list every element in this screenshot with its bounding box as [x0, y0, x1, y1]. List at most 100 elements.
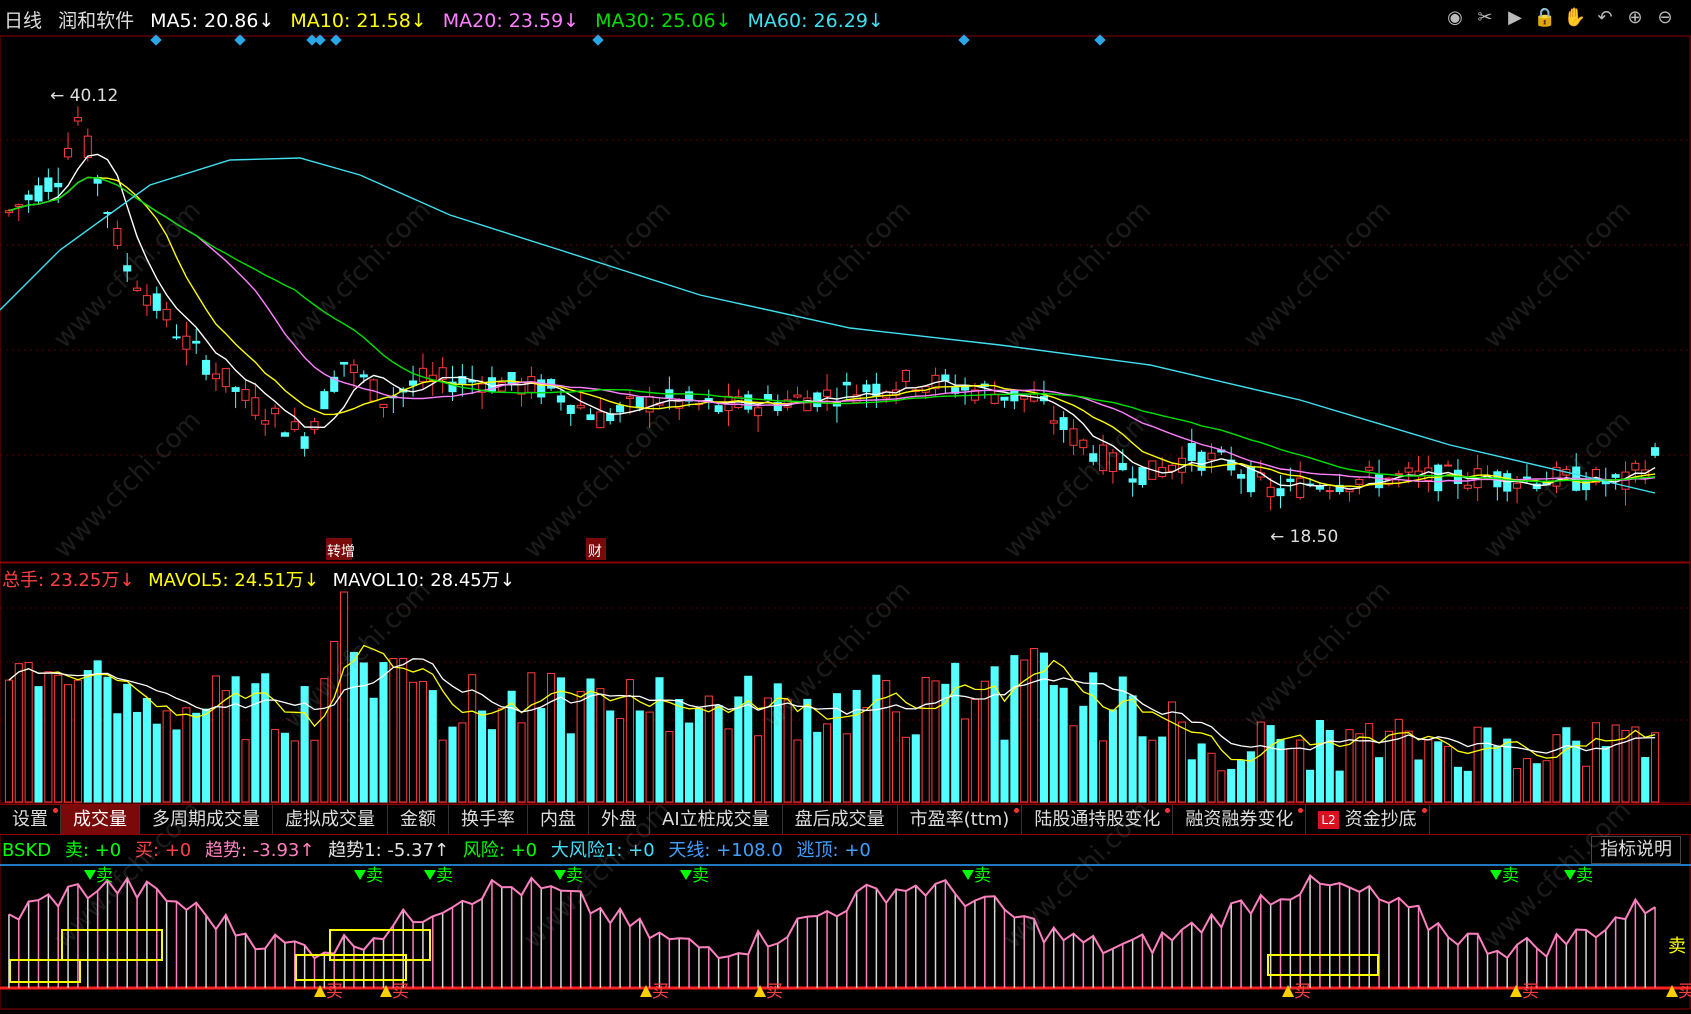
volume-bar: [1621, 730, 1630, 803]
volume-bar: [1522, 758, 1531, 803]
undo-icon[interactable]: ↶: [1597, 7, 1613, 28]
candle-body: [1552, 466, 1561, 487]
zoom-in-icon[interactable]: ⊕: [1627, 7, 1643, 28]
candle-body: [1276, 488, 1285, 497]
volume-bar: [970, 698, 979, 803]
candle-body: [507, 372, 516, 385]
volume-bar: [1532, 763, 1541, 803]
sell-label: 卖: [1502, 866, 1519, 886]
indicator-help-button[interactable]: 指标说明: [1591, 836, 1681, 864]
volume-bar: [1039, 652, 1048, 803]
tab-bottom-fishing[interactable]: L2 资金抄底: [1306, 805, 1430, 834]
volume-bar: [763, 697, 772, 803]
volume-bar: [566, 733, 575, 803]
ma10-label: MA10: 21.58↓: [290, 10, 427, 32]
candle-body: [1128, 478, 1137, 483]
volume-bar: [803, 698, 812, 803]
period-label[interactable]: 日线: [4, 10, 43, 32]
volume-bar: [241, 739, 250, 803]
candle-body: [123, 265, 132, 272]
event-marker: [330, 34, 342, 46]
candle-body: [901, 370, 910, 382]
tab-after-hours-volume[interactable]: 盘后成交量: [783, 805, 898, 834]
ma-legend: 日线 润和软件 MA5: 20.86↓ MA10: 21.58↓ MA20: 2…: [4, 6, 894, 33]
sell-arrow-icon: [554, 870, 566, 880]
volume-bar: [172, 729, 181, 803]
volume-bar: [517, 722, 526, 803]
volume-bar: [507, 690, 516, 803]
zoom-out-icon[interactable]: ⊖: [1657, 7, 1673, 28]
buy-arrow-icon: [1666, 985, 1678, 997]
tab-ai-volume[interactable]: AI立桩成交量: [650, 805, 783, 834]
eye-icon[interactable]: ◉: [1447, 7, 1463, 28]
tab-outer-volume[interactable]: 外盘: [589, 805, 650, 834]
mavol5-label: MAVOL5: 24.51万↓: [148, 570, 319, 591]
trend-value: 趋势: -3.93↑: [204, 840, 315, 861]
volume-bar: [162, 710, 171, 803]
tab-multi-period-volume[interactable]: 多周期成交量: [140, 805, 273, 834]
volume-bar: [655, 677, 664, 803]
hand-icon[interactable]: ✋: [1563, 7, 1587, 28]
buy-arrow-icon: [380, 985, 392, 997]
event-marker: [234, 34, 246, 46]
candle-body: [73, 117, 82, 122]
play-icon[interactable]: ▶: [1508, 7, 1522, 28]
candle-body: [409, 380, 418, 386]
candle-body: [231, 387, 240, 392]
volume-bar: [1453, 766, 1462, 803]
volume-bar: [1187, 759, 1196, 803]
volume-bar: [418, 680, 427, 803]
volume-bar: [448, 726, 457, 803]
volume-bar: [1296, 739, 1305, 803]
candle-body: [202, 359, 211, 375]
candle-body: [438, 367, 447, 380]
tab-turnover[interactable]: 换手率: [449, 805, 528, 834]
candle-body: [44, 177, 53, 192]
tab-pe-ttm[interactable]: 市盈率(ttm): [898, 805, 1023, 834]
tab-virtual-volume[interactable]: 虚拟成交量: [273, 805, 388, 834]
volume-bar: [547, 672, 556, 803]
risk-zone-box: [295, 954, 407, 981]
volume-bar: [1217, 770, 1226, 803]
volume-bar: [310, 739, 319, 803]
volume-bar: [527, 672, 536, 803]
volume-bar: [83, 670, 92, 803]
tab-northbound-holding[interactable]: 陆股通持股变化: [1022, 805, 1174, 834]
scissors-icon[interactable]: ✂: [1477, 7, 1493, 28]
sell-arrow-icon: [424, 870, 436, 880]
tab-settings[interactable]: 设置: [0, 805, 61, 834]
candle-body: [54, 182, 63, 188]
tab-volume[interactable]: 成交量: [61, 805, 140, 834]
volume-bar: [428, 690, 437, 803]
volume-bar: [1601, 746, 1610, 803]
event-tag-transfer: 转增: [327, 544, 355, 560]
candle-body: [261, 420, 270, 425]
volume-bar: [1059, 687, 1068, 803]
candle-body: [478, 383, 487, 393]
volume-bar: [142, 697, 151, 803]
volume-bar: [813, 731, 822, 803]
volume-bar: [1641, 757, 1650, 803]
tab-inner-volume[interactable]: 内盘: [528, 805, 589, 834]
candle-body: [566, 405, 575, 414]
buy-label: 买: [326, 982, 343, 1002]
sell-arrow-icon: [1490, 870, 1502, 880]
volume-bar: [330, 641, 339, 803]
candle-body: [1335, 484, 1344, 493]
trend-line: [8, 874, 1656, 960]
candle-body: [1591, 469, 1600, 483]
candle-body: [1315, 485, 1324, 490]
lock-icon[interactable]: 🔒: [1533, 7, 1557, 28]
tab-amount[interactable]: 金额: [388, 805, 449, 834]
volume-bar: [1365, 723, 1374, 803]
volume-bar: [1315, 719, 1324, 803]
volume-bar: [606, 710, 615, 803]
tab-margin-change[interactable]: 融资融券变化: [1173, 805, 1307, 834]
candle-body: [1582, 481, 1591, 491]
candle-body: [133, 287, 142, 291]
volume-bar: [1089, 672, 1098, 803]
candle-body: [941, 374, 950, 382]
volume-bar: [892, 711, 901, 803]
